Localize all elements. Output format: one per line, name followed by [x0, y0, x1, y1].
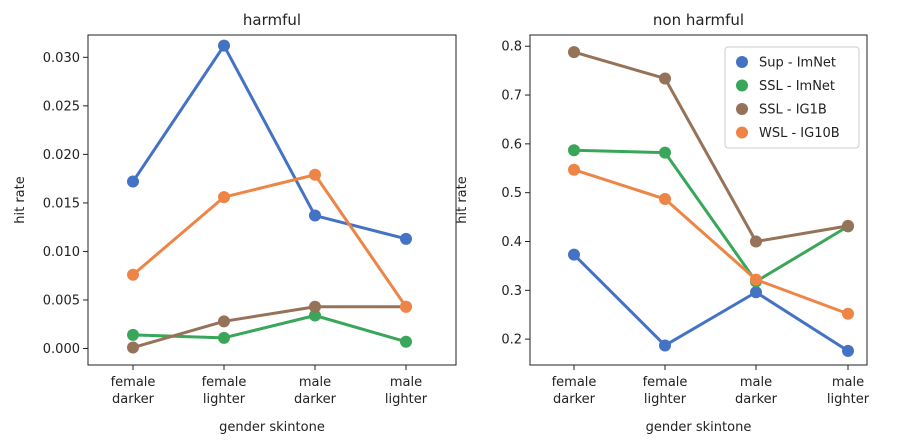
data-point — [659, 146, 671, 159]
x-tick-label: darker — [553, 392, 596, 407]
chart-panel-1: harmful 0.000 0.005 0.010 0.015 0.020 0.025 0.0… — [13, 11, 457, 435]
data-point — [218, 39, 230, 52]
legend-label: WSL - IG10B — [759, 126, 840, 141]
legend-label: Sup - ImNet — [759, 56, 836, 71]
series-line-2 — [132, 314, 407, 344]
y-tick-label: 0.025 — [43, 99, 80, 114]
data-point — [127, 328, 139, 341]
legend-marker — [736, 103, 748, 115]
data-point — [127, 175, 139, 188]
x-tick-label: lighter — [385, 392, 428, 407]
data-point — [309, 209, 321, 222]
data-point — [750, 286, 762, 299]
y-axis-label: hit rate — [13, 176, 28, 224]
x-tick-label: female — [111, 375, 156, 390]
data-point — [659, 72, 671, 85]
y-tick-label: 0.010 — [43, 245, 80, 260]
x-tick-label: male — [832, 375, 864, 390]
data-point — [400, 232, 412, 245]
data-point — [309, 168, 321, 181]
legend-marker — [736, 126, 748, 139]
legend-label: SSL - IG1B — [759, 103, 827, 118]
x-tick-label: male — [740, 375, 772, 390]
data-point — [127, 268, 139, 281]
x-tick-label: lighter — [827, 392, 870, 407]
y-tick-label: 0.3 — [501, 284, 522, 299]
series-line-1 — [131, 44, 407, 241]
data-point — [400, 335, 412, 348]
y-tick-label: 0.7 — [501, 89, 522, 104]
data-point — [309, 300, 321, 313]
data-point — [400, 300, 412, 313]
legend-label: SSL - ImNet — [759, 79, 835, 94]
y-axis-label: hit rate — [455, 176, 470, 224]
x-tick-label: darker — [294, 392, 337, 407]
data-point — [842, 344, 854, 357]
x-tick-label: male — [299, 375, 331, 390]
plot-frame — [529, 34, 868, 366]
x-tick-label: female — [643, 375, 688, 390]
data-point — [750, 235, 762, 248]
y-tick-label: 0.015 — [43, 196, 80, 211]
data-point — [218, 315, 230, 328]
series-line-4 — [132, 173, 408, 308]
data-point — [568, 248, 580, 261]
x-tick-label: male — [390, 375, 422, 390]
y-tick-label: 0.8 — [501, 40, 522, 55]
chart-title: non harmful — [653, 11, 744, 29]
data-point — [659, 339, 671, 352]
y-tick-label: 0.4 — [501, 235, 522, 250]
x-tick-label: female — [552, 375, 597, 390]
legend-box — [724, 46, 860, 149]
y-tick-label: 0.005 — [43, 293, 80, 308]
series-line-3 — [573, 50, 849, 243]
x-axis-label: gender skintone — [219, 420, 325, 435]
series-line-4 — [573, 168, 849, 316]
series-line-2 — [573, 148, 849, 284]
data-point — [659, 193, 671, 206]
x-axis-label: gender skintone — [646, 420, 752, 435]
x-tick-label: darker — [112, 392, 155, 407]
y-tick-label: 0.5 — [501, 186, 522, 201]
chart-title: harmful — [243, 11, 301, 29]
y-tick-label: 0.020 — [43, 148, 80, 163]
data-point — [568, 144, 580, 157]
data-point — [750, 273, 762, 286]
data-point — [218, 331, 230, 344]
series-line-3 — [132, 305, 406, 349]
data-point — [568, 46, 580, 59]
x-tick-label: female — [202, 375, 247, 390]
chart-panel-2: non harmful 0.2 0.3 0.4 0.5 0.6 0.7 0.8 female da… — [455, 11, 870, 435]
y-tick-label: 0.030 — [43, 51, 80, 66]
x-tick-label: darker — [735, 392, 778, 407]
data-point — [568, 163, 580, 176]
series-line-1 — [572, 253, 849, 353]
y-tick-label: 0.6 — [501, 137, 522, 152]
data-point — [127, 341, 139, 354]
x-tick-label: lighter — [203, 392, 246, 407]
legend-marker — [736, 56, 748, 68]
legend-marker — [736, 79, 748, 92]
plot-frame — [87, 34, 457, 366]
x-tick-label: lighter — [644, 392, 687, 407]
y-tick-label: 0.2 — [501, 333, 522, 348]
legend: Sup - ImNet SSL - ImNet SSL - IG1B WSL - IG… — [724, 46, 860, 149]
data-point — [842, 307, 854, 320]
data-point — [309, 309, 321, 322]
y-tick-label: 0.000 — [43, 342, 80, 357]
data-point — [218, 191, 230, 204]
data-point — [842, 219, 854, 232]
